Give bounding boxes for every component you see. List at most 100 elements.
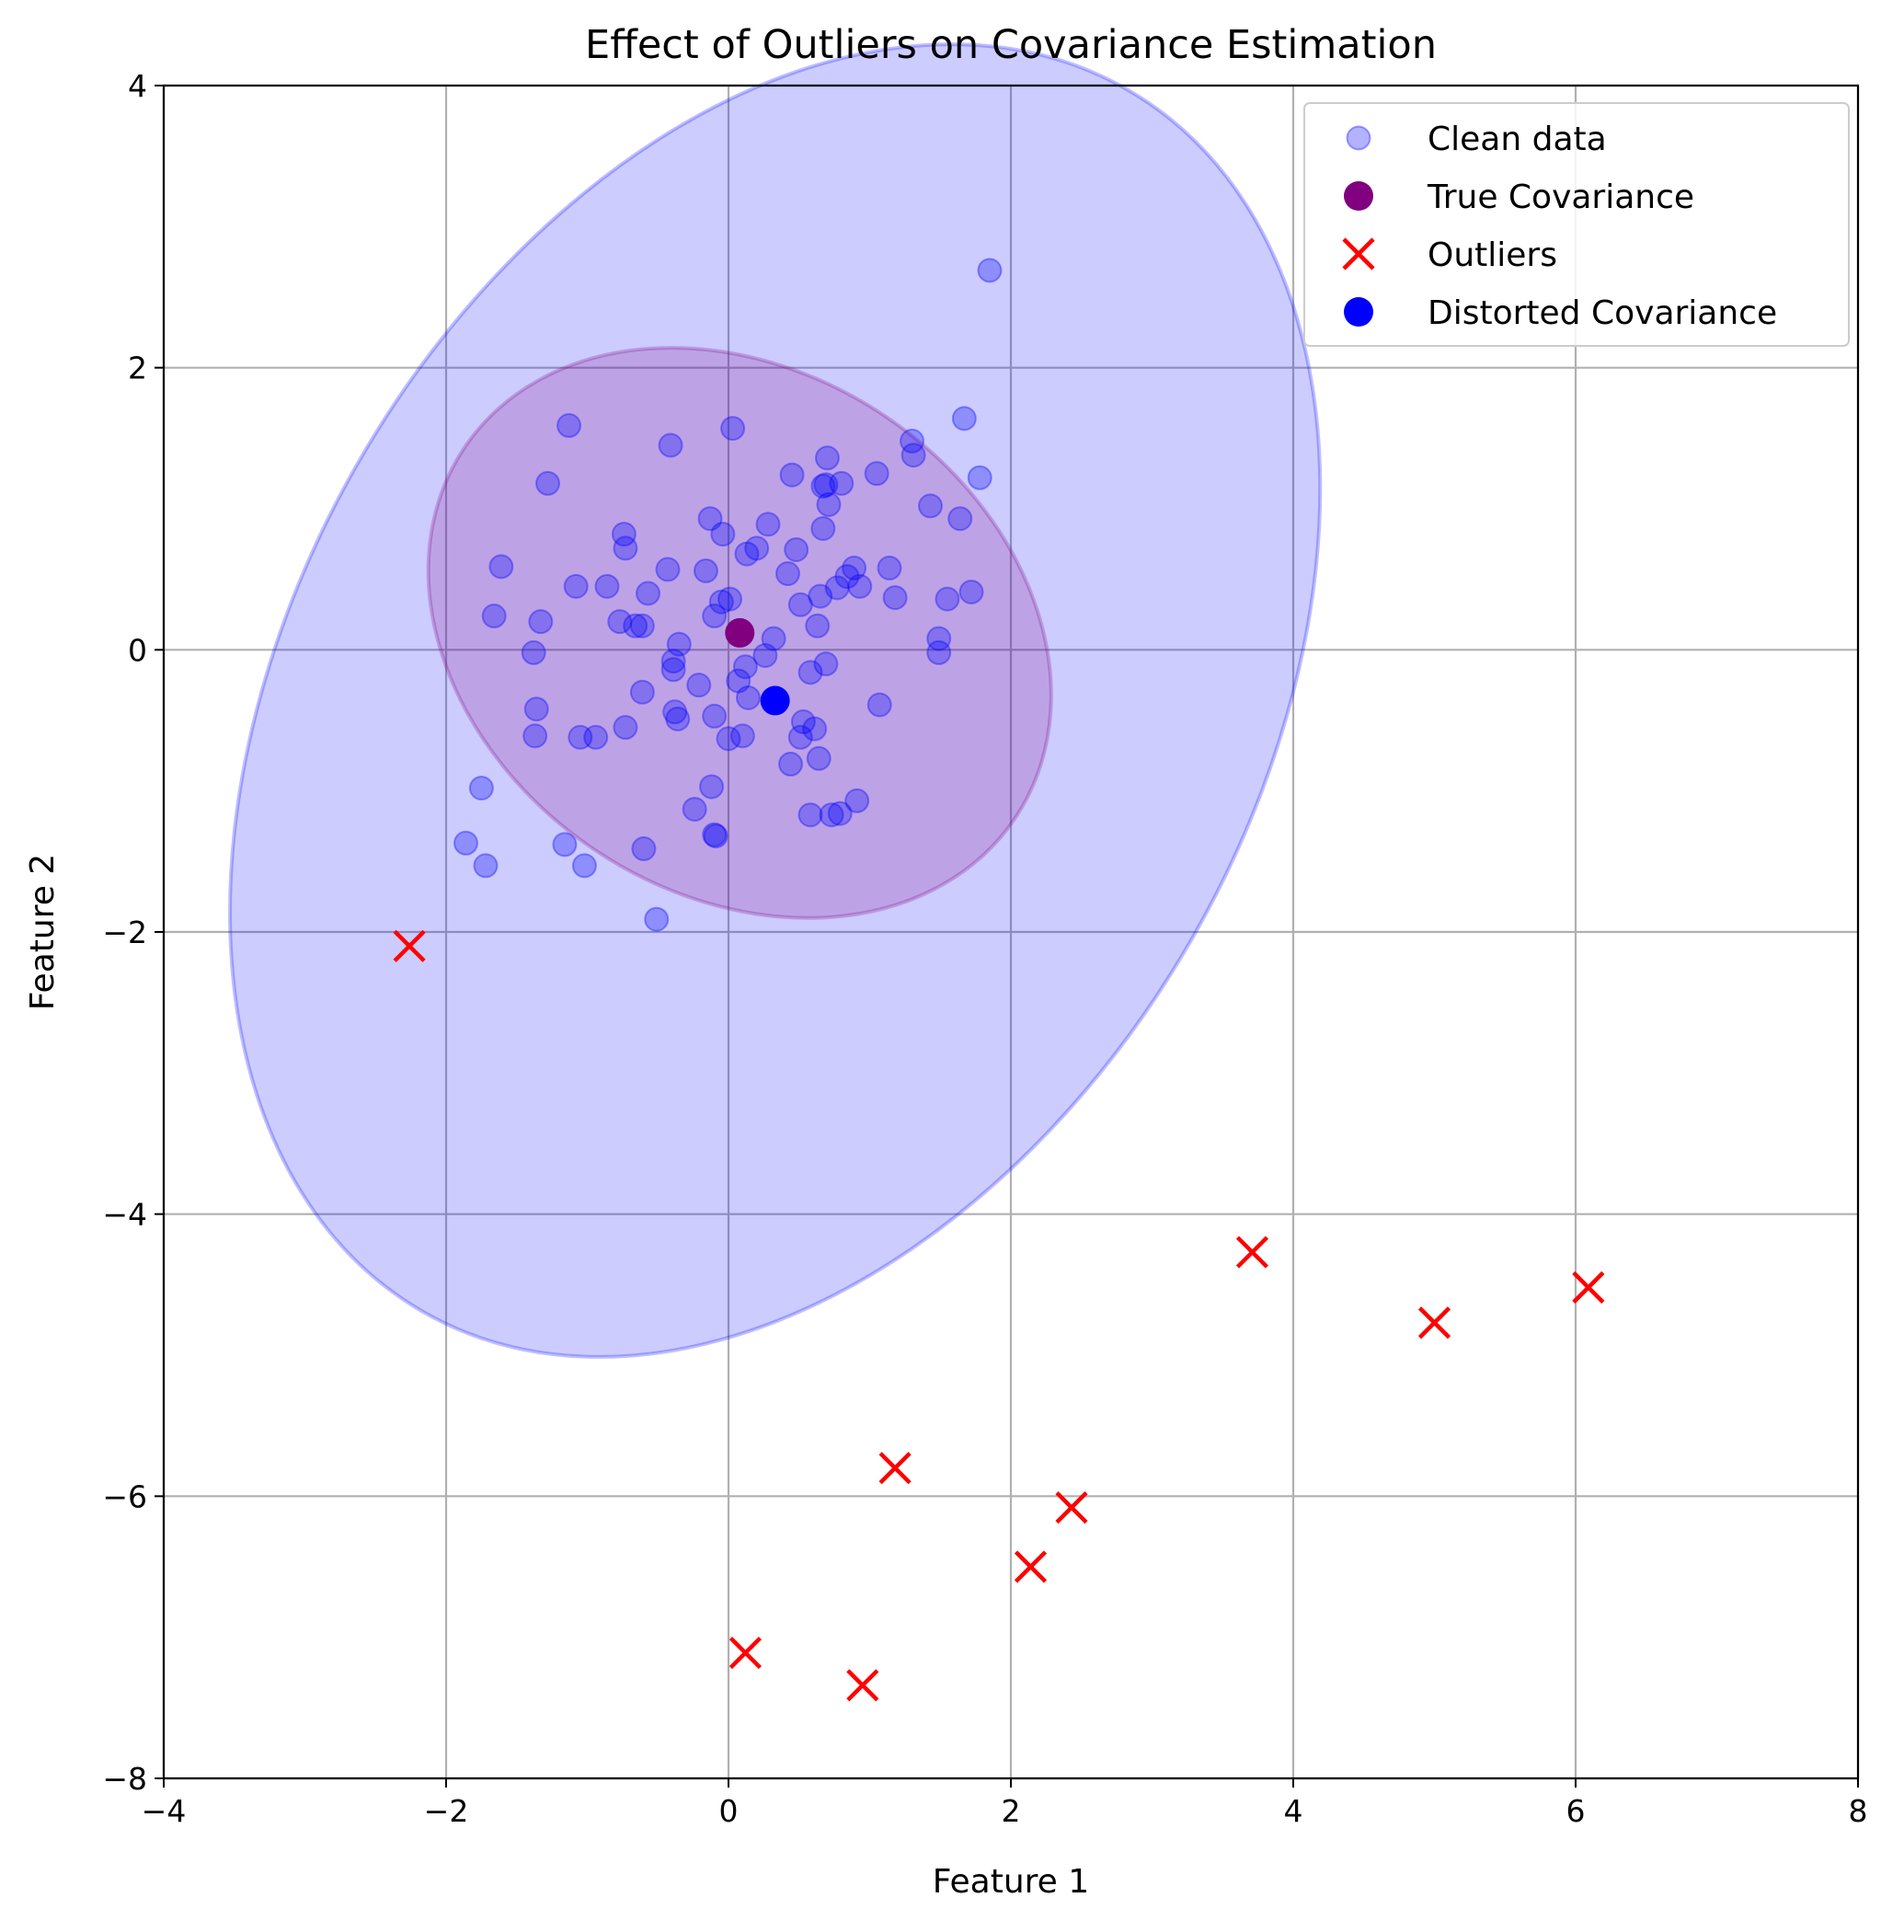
clean-data-point [824, 575, 850, 601]
clean-data-point [808, 583, 833, 609]
clean-data-point [629, 613, 655, 638]
clean-data-point [583, 724, 609, 750]
clean-data-point [827, 800, 853, 826]
clean-data-point [882, 585, 908, 611]
clean-data-point [644, 906, 670, 932]
clean-data-point [761, 626, 786, 651]
clean-data-point [571, 853, 597, 879]
clean-data-point [787, 592, 813, 617]
clean-data-point [790, 709, 816, 735]
clean-data-point [951, 406, 977, 431]
legend-marker [1344, 181, 1373, 211]
clean-data-point [734, 541, 760, 567]
clean-data-point [752, 642, 778, 668]
clean-data-point [535, 470, 561, 496]
clean-data-point [977, 258, 1003, 283]
legend-marker [1342, 237, 1375, 270]
clean-data-point [926, 639, 952, 665]
clean-data-point [662, 699, 688, 725]
clean-data-point [816, 491, 842, 517]
clean-data-point [926, 626, 952, 651]
legend-marker [1346, 125, 1371, 151]
y-tick-label: −4 [102, 1197, 147, 1233]
clean-data-point [703, 823, 728, 849]
clean-data-point [866, 692, 892, 718]
clean-data-point [528, 609, 554, 635]
clean-data-point [636, 581, 661, 606]
x-tick-label: 8 [1849, 1793, 1868, 1829]
legend: Clean data True Covariance Outliers Distort… [1303, 102, 1850, 347]
clean-data-point [813, 472, 839, 498]
chart-title: Effect of Outliers on Covariance Estimat… [585, 22, 1437, 68]
legend-item: Clean data [1346, 121, 1607, 158]
clean-data-point [660, 657, 686, 683]
outlier-point [1572, 1271, 1605, 1304]
clean-data-point [488, 554, 514, 580]
clean-data-point [810, 515, 836, 541]
clean-data-point [665, 706, 691, 731]
clean-data-point [682, 797, 707, 822]
outlier-point [846, 1669, 879, 1702]
x-tick-label: −4 [142, 1793, 187, 1829]
clean-data-point [787, 724, 813, 750]
clean-data-point [563, 573, 589, 599]
x-tick-label: −2 [424, 1793, 469, 1829]
clean-data-point [806, 745, 832, 771]
clean-data-point [556, 413, 582, 439]
clean-data-point [778, 752, 804, 777]
clean-data-point [702, 604, 728, 629]
x-tick-label: 0 [719, 1793, 739, 1829]
clean-data-point [660, 649, 686, 674]
clean-data-point [967, 465, 992, 490]
clean-data-point [877, 555, 902, 581]
clean-data-point [629, 679, 655, 705]
legend-item: Distorted Covariance [1344, 294, 1777, 332]
legend-label: Clean data [1428, 121, 1607, 158]
clean-data-point [947, 506, 973, 532]
clean-data-point [829, 470, 855, 496]
x-tick-label: 2 [1002, 1793, 1021, 1829]
clean-data-point [468, 776, 494, 801]
clean-data-point [735, 684, 761, 710]
clean-data-point [453, 830, 478, 856]
clean-data-point [717, 586, 743, 612]
clean-data-point [834, 564, 860, 590]
clean-data-point [666, 631, 692, 657]
clean-data-point [779, 462, 805, 488]
clean-data-point [814, 445, 840, 471]
y-tick-label: 0 [128, 632, 147, 668]
x-axis-title: Feature 1 [933, 1863, 1089, 1901]
clean-data-point [842, 555, 867, 581]
clean-data-point [797, 660, 823, 685]
legend-label: Distorted Covariance [1428, 294, 1777, 332]
y-tick-label: −2 [102, 914, 147, 950]
clean-data-point [611, 522, 637, 547]
ticks-layer: −4 −2 0 2 4 6 8 −8 −6 −4 −2 0 2 4 [102, 68, 1867, 1829]
outlier-point [1055, 1491, 1088, 1524]
distorted-covariance-center [760, 685, 790, 716]
clean-data-point [720, 416, 746, 442]
clean-data-point [802, 716, 828, 742]
clean-data-point [847, 573, 873, 599]
clean-data-point [702, 822, 728, 847]
y-tick-label: −6 [102, 1478, 147, 1514]
clean-data-point [819, 802, 844, 828]
y-axis-title: Feature 2 [24, 854, 62, 1010]
legend-marker [1344, 297, 1373, 327]
clean-data-point [568, 724, 593, 750]
clean-data-point [774, 561, 800, 587]
clean-data-point [729, 723, 755, 749]
outlier-point [878, 1452, 912, 1485]
clean-data-point [613, 535, 638, 561]
clean-data-point [710, 522, 736, 547]
clean-data-point [813, 651, 839, 677]
clean-data-point [552, 832, 578, 857]
clean-data-point [918, 493, 944, 519]
clean-data-point [805, 613, 831, 638]
clean-data-point [613, 715, 638, 741]
clean-data-point [900, 443, 926, 468]
clean-data-point [844, 788, 870, 813]
clean-data-point [481, 604, 507, 629]
